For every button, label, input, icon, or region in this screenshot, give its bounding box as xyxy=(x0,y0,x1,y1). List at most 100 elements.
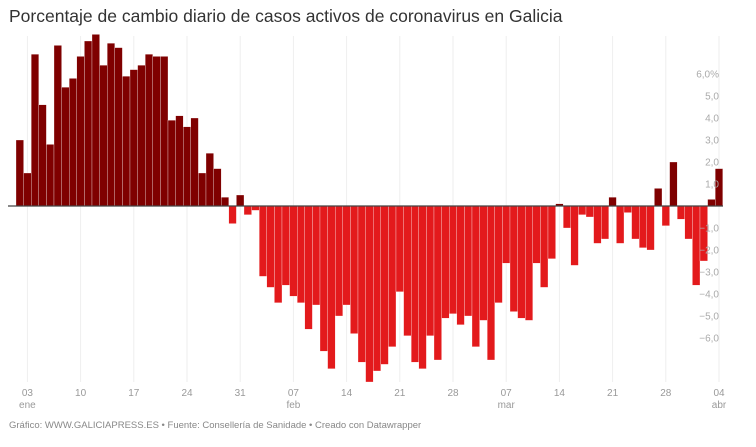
y-tick-label: −5,0 xyxy=(699,312,719,323)
bar xyxy=(342,205,351,306)
bar xyxy=(213,168,222,207)
bar xyxy=(456,205,465,325)
bars xyxy=(15,34,723,383)
bar xyxy=(205,153,214,207)
y-tick-label: −1,0 xyxy=(699,224,719,235)
bar xyxy=(532,205,541,264)
y-tick-label: 4,0 xyxy=(705,114,719,125)
bar xyxy=(540,205,549,288)
bar xyxy=(623,205,632,213)
bar xyxy=(198,172,207,207)
y-tick-label: −3,0 xyxy=(699,268,719,279)
bar xyxy=(53,45,62,207)
bar xyxy=(221,197,229,207)
y-tick-label: 5,0 xyxy=(705,92,719,103)
y-tick-label: −6,0 xyxy=(699,334,719,345)
x-tick-label: 07 xyxy=(288,388,300,399)
x-tick-label: 14 xyxy=(554,388,566,399)
y-tick-label: −2,0 xyxy=(699,246,719,257)
x-tick-label: 24 xyxy=(181,388,193,399)
bar xyxy=(31,54,39,207)
bar xyxy=(509,205,518,312)
x-tick-label: 10 xyxy=(75,388,87,399)
x-tick-label: 03 xyxy=(22,388,34,399)
bar xyxy=(669,161,678,207)
bar xyxy=(601,205,609,240)
chart-title: Porcentaje de cambio diario de casos act… xyxy=(9,6,563,26)
bar xyxy=(471,205,480,347)
bar xyxy=(707,199,716,207)
bar xyxy=(76,56,85,207)
bar xyxy=(281,205,290,286)
bar xyxy=(380,205,389,365)
bar xyxy=(411,205,419,363)
bar xyxy=(639,205,647,248)
bar xyxy=(357,205,366,363)
bar xyxy=(327,205,336,369)
bar xyxy=(449,205,457,314)
bar xyxy=(266,205,275,288)
bar xyxy=(84,40,93,207)
bar xyxy=(388,205,397,347)
bar xyxy=(289,205,298,297)
bar xyxy=(91,34,100,207)
bar xyxy=(297,205,305,303)
bar xyxy=(646,205,655,251)
bar xyxy=(464,205,473,317)
bar xyxy=(502,205,511,264)
bar xyxy=(570,205,579,266)
x-tick-label: 07 xyxy=(501,388,513,399)
x-tick-label: 17 xyxy=(128,388,140,399)
bar xyxy=(418,205,427,369)
bar xyxy=(525,205,533,321)
x-month-label: feb xyxy=(286,400,300,411)
bar xyxy=(122,76,131,207)
bar xyxy=(228,205,237,224)
x-month-label: abr xyxy=(712,400,727,411)
bar xyxy=(426,205,435,336)
bar xyxy=(69,78,77,207)
bar xyxy=(517,205,526,319)
bar xyxy=(304,205,313,330)
bar xyxy=(137,65,146,207)
bar xyxy=(312,205,321,306)
bar xyxy=(608,197,617,207)
bar xyxy=(145,54,153,207)
bar xyxy=(335,205,343,317)
bar xyxy=(46,144,55,207)
bar xyxy=(654,188,663,207)
bar xyxy=(585,205,594,218)
bar xyxy=(152,56,161,207)
x-tick-label: 31 xyxy=(235,388,247,399)
bar xyxy=(175,115,184,207)
bar xyxy=(684,205,693,240)
bar xyxy=(167,120,176,207)
bar xyxy=(243,205,252,215)
bar xyxy=(563,205,571,229)
bar xyxy=(677,205,685,220)
bar xyxy=(395,205,404,292)
bar xyxy=(38,104,47,207)
y-tick-label: 6,0% xyxy=(696,70,719,81)
x-tick-label: 14 xyxy=(341,388,353,399)
bar xyxy=(129,69,138,207)
bar xyxy=(578,205,587,215)
chart-footer: Gráfico: WWW.GALICIAPRESS.ES • Fuente: C… xyxy=(9,420,422,431)
bar xyxy=(107,43,115,207)
y-tick-label: 1,0 xyxy=(705,180,719,191)
x-month-label: ene xyxy=(19,400,36,411)
bar xyxy=(403,205,412,336)
bar xyxy=(259,205,267,277)
bar xyxy=(593,205,602,244)
y-tick-label: 3,0 xyxy=(705,136,719,147)
bar xyxy=(61,87,70,207)
y-axis: 6,0% 5,0 4,0 3,0 2,0 1,0 −1,0 −2,0 −3,0 −4,0 −5,0 −… xyxy=(696,70,719,345)
bar xyxy=(494,205,503,303)
bar xyxy=(236,194,245,207)
bar xyxy=(99,65,108,207)
y-tick-label: −4,0 xyxy=(699,290,719,301)
bar xyxy=(373,205,381,372)
x-month-label: mar xyxy=(498,400,516,411)
